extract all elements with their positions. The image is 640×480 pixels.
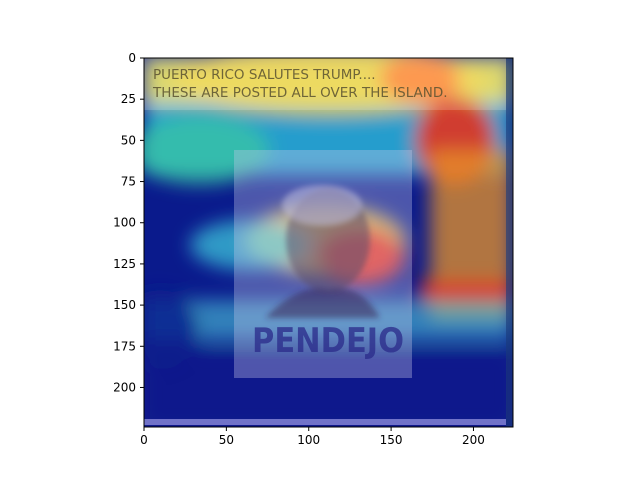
y-tick-label: 100 xyxy=(113,216,136,230)
y-tick-label: 50 xyxy=(121,133,136,147)
y-tick-label: 175 xyxy=(113,339,136,353)
poster-word: PENDEJO xyxy=(252,321,404,361)
x-tick-label: 100 xyxy=(297,433,320,447)
y-tick-label: 25 xyxy=(121,92,136,106)
face-silhouette xyxy=(265,185,380,318)
y-axis: 0 25 50 75 100 125 150 175 200 xyxy=(113,51,144,394)
caption-box xyxy=(144,58,506,110)
y-tick-label: 150 xyxy=(113,298,136,312)
y-tick-label: 0 xyxy=(128,51,136,65)
y-tick-label: 125 xyxy=(113,257,136,271)
x-tick-label: 50 xyxy=(219,433,234,447)
plot-area: PUERTO RICO SALUTES TRUMP.... THESE ARE … xyxy=(144,58,513,427)
y-tick-label: 200 xyxy=(113,380,136,394)
bottom-strip xyxy=(144,419,506,425)
right-edge-strip xyxy=(506,58,513,427)
caption-line-2: THESE ARE POSTED ALL OVER THE ISLAND. xyxy=(152,85,448,101)
y-tick-label: 75 xyxy=(121,175,136,189)
axes-frame xyxy=(143,57,514,428)
heatmap-overlay xyxy=(144,58,513,427)
x-tick-label: 150 xyxy=(380,433,403,447)
x-axis: 0 50 100 150 200 xyxy=(140,427,485,447)
x-tick-label: 0 xyxy=(140,433,148,447)
x-tick-label: 200 xyxy=(462,433,485,447)
caption-line-1: PUERTO RICO SALUTES TRUMP.... xyxy=(153,67,376,83)
